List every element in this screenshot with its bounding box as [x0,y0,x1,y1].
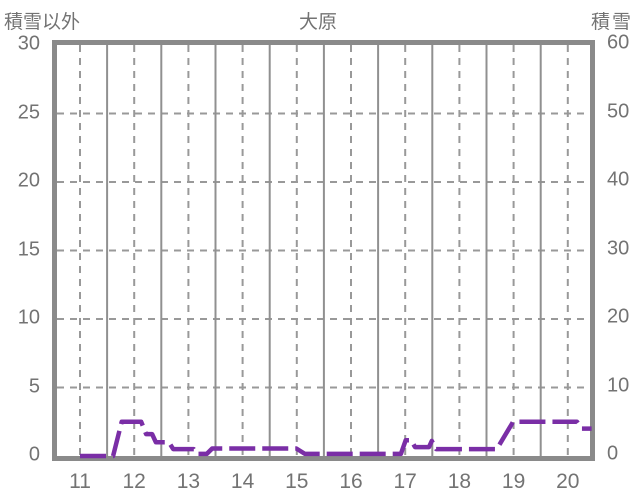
x-tick-label: 14 [230,470,255,493]
y-right-tick-label: 60 [607,31,630,54]
x-tick-label: 12 [122,470,146,493]
page-title: 大原 [298,12,337,33]
y-left-tick-label: 25 [17,101,40,123]
y-left-tick-label: 5 [28,375,40,397]
y-left-tick-label: 20 [17,169,40,192]
data-line-series [80,419,592,459]
x-tick-label: 13 [176,470,201,493]
x-tick-label: 16 [339,470,363,493]
plot-frame [52,40,595,461]
x-tick-label: 18 [447,470,472,493]
x-tick-label: 11 [69,470,91,493]
y-right-tick-label: 50 [607,100,630,122]
x-tick-label: 17 [393,470,417,493]
y-left-tick-label: 30 [17,32,40,55]
x-tick-label: 20 [556,470,580,493]
y-left-tick-label: 10 [17,306,40,329]
y-right-tick-label: 20 [607,305,630,328]
y-left-tick-label: 15 [17,238,40,260]
y-right-tick-label: 0 [607,442,619,465]
y-right-tick-label: 30 [607,237,630,259]
x-tick-label: 15 [285,470,309,493]
y-left-tick-label: 0 [28,443,40,466]
y-right-tick-label: 40 [607,168,630,191]
y-right-tick-label: 10 [607,374,630,396]
right-axis-title: 積雪 [590,12,633,33]
left-axis-title: 積雪以外 [4,12,81,33]
x-tick-label: 19 [501,470,526,493]
